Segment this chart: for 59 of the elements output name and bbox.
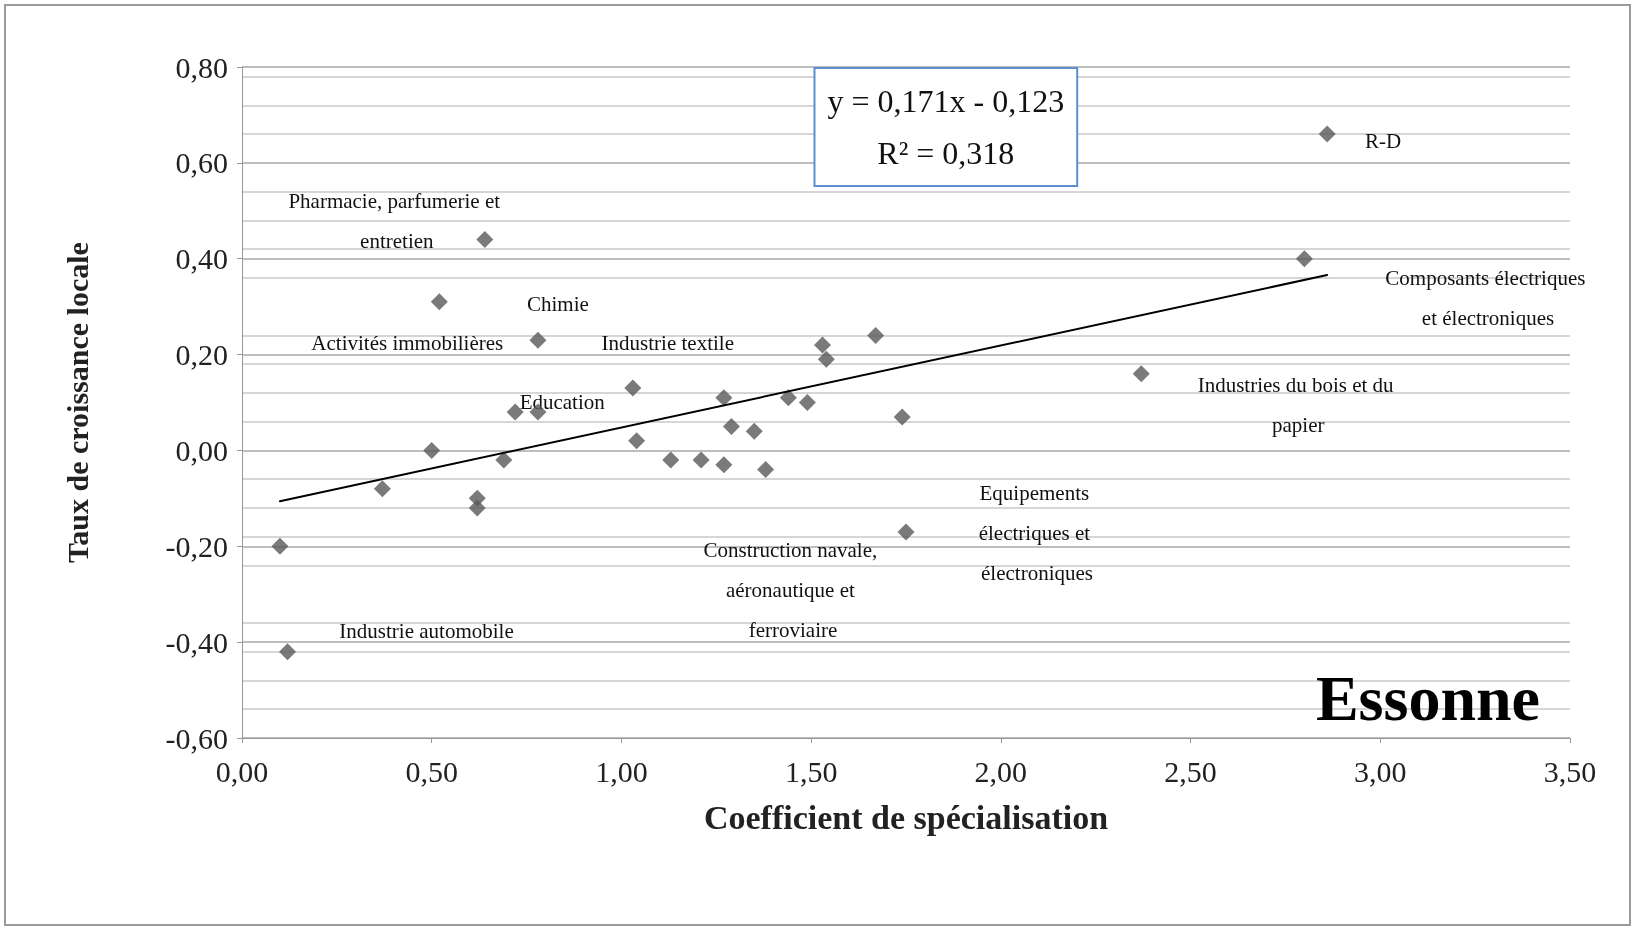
point	[1132, 365, 1150, 383]
y-tick-label: 0,20	[175, 338, 228, 372]
point	[798, 394, 816, 411]
point	[715, 456, 733, 474]
y-tick-label: -0,40	[165, 625, 228, 659]
point	[662, 451, 680, 469]
point	[468, 499, 486, 517]
text: Essonne	[1315, 662, 1540, 734]
point	[423, 441, 441, 459]
annotation: Education	[519, 390, 606, 415]
x-tick-label: 2,00	[974, 754, 1028, 788]
annotation: Composants électriques et électroniques	[1385, 266, 1591, 330]
x-tick-label: 3,50	[1543, 754, 1597, 788]
annotation: R-D	[1365, 129, 1402, 154]
annotation: Industrie textile	[601, 331, 735, 356]
x-tick-label: 0,50	[405, 754, 458, 788]
point	[722, 417, 740, 435]
y-tick-label: -0,60	[165, 721, 228, 755]
annotation: Industries du bois et du papier	[1197, 372, 1399, 437]
point	[715, 389, 733, 407]
point	[495, 451, 513, 469]
point	[1318, 125, 1336, 143]
x-tick-label: 3,00	[1354, 754, 1407, 788]
point	[279, 643, 297, 661]
annotation: Construction navale, aéronautique et ferroviaire	[703, 538, 883, 642]
y-tick-label: 0,00	[175, 433, 228, 467]
point	[1295, 250, 1313, 268]
point	[476, 231, 494, 249]
y-tick-label: 0,40	[175, 242, 228, 276]
y-tick-label: 0,60	[175, 146, 228, 180]
point	[529, 331, 547, 349]
point	[624, 379, 642, 397]
y-tick-label: 0,80	[175, 50, 228, 84]
point	[897, 523, 915, 541]
x-tick-label: 0,00	[215, 754, 269, 788]
point	[745, 422, 763, 440]
y-axis-title: Taux de croissance locale	[60, 242, 94, 563]
point	[817, 350, 835, 368]
point	[757, 461, 775, 479]
annotation: Pharmacie, parfumerie et entretien	[288, 188, 506, 253]
annotation: Activités immobilières	[311, 330, 504, 355]
point	[814, 336, 832, 354]
x-tick-label: 1,00	[595, 754, 648, 788]
annotation: Equipements électriques et électroniques	[978, 481, 1096, 585]
y-tick-label: -0,20	[165, 529, 228, 563]
x-tick-label: 1,50	[784, 754, 838, 788]
annotation: y = 0,171x - 0,123 R² = 0,318	[827, 83, 1065, 171]
point	[628, 432, 646, 450]
annotation: Industrie automobile	[339, 618, 514, 643]
x-tick-label: 2,50	[1164, 754, 1217, 788]
point	[373, 480, 391, 498]
point	[867, 326, 885, 344]
point	[779, 389, 797, 407]
point	[893, 408, 911, 426]
point	[430, 293, 448, 311]
x-axis-title: Coefficient de spécialisation	[703, 798, 1109, 836]
point	[271, 537, 289, 555]
annotation: Chimie	[527, 292, 589, 317]
point	[692, 451, 710, 469]
